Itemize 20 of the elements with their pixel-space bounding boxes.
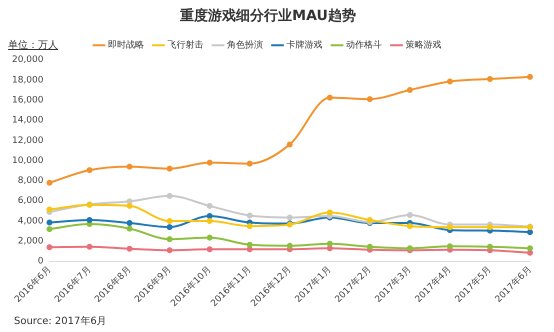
y-tick-label: 14,000 bbox=[12, 116, 44, 126]
legend-label: 卡牌游戏 bbox=[286, 40, 322, 51]
legend-label: 飞行射击 bbox=[168, 40, 204, 51]
y-tick-label: 16,000 bbox=[12, 95, 44, 106]
y-tick-label: 12,000 bbox=[12, 136, 44, 146]
legend-label: 即时战略 bbox=[108, 40, 144, 51]
y-tick-label: 8,000 bbox=[18, 176, 44, 186]
legend-label: 策略游戏 bbox=[406, 40, 442, 51]
chart-title: 重度游戏细分行业MAU趋势 bbox=[179, 7, 356, 24]
source-note: Source: 2017年6月 bbox=[14, 315, 107, 328]
y-tick-label: 18,000 bbox=[12, 75, 44, 86]
y-tick-label: 6,000 bbox=[18, 196, 44, 206]
legend-label: 角色扮演 bbox=[227, 40, 263, 51]
y-tick-label: 10,000 bbox=[12, 156, 44, 166]
y-tick-label: 2,000 bbox=[18, 236, 44, 247]
y-tick-label: 20,000 bbox=[12, 55, 44, 66]
y-tick-label: 4,000 bbox=[18, 216, 44, 226]
y-tick-label: 0 bbox=[38, 256, 44, 267]
text: 单位：万人 bbox=[8, 38, 58, 52]
legend-label: 动作格斗 bbox=[346, 40, 382, 51]
